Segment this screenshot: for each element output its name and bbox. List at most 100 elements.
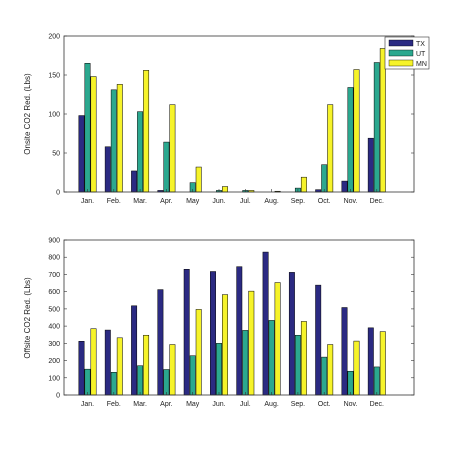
onsite-bar-ut-jan <box>84 63 91 193</box>
legend-label-mn: MN <box>416 61 427 68</box>
offsite-x-tick-label: Jul. <box>240 401 251 408</box>
offsite-x-tick-label: Oct. <box>318 401 331 408</box>
onsite-bar-mn-oct <box>327 104 334 193</box>
onsite-y-tick-label: 50 <box>52 151 60 158</box>
offsite-x-tick-label: Jun. <box>212 401 225 408</box>
offsite-bar-ut-dec <box>373 366 380 396</box>
offsite-x-tick-label: Apr. <box>160 401 173 408</box>
onsite-bar-mn-feb <box>116 84 123 193</box>
offsite-x-tick-label: Feb. <box>107 401 121 408</box>
offsite-bar-ut-mar <box>137 365 144 396</box>
offsite-chart: 0 100 200 300 400 500 600 700 800 900 Jan. Feb. Mar… <box>23 238 415 408</box>
offsite-bar-tx-mar <box>131 305 138 396</box>
onsite-y-tick-label: 100 <box>48 112 60 119</box>
onsite-bar-ut-mar <box>137 111 144 193</box>
offsite-bar-tx-jan <box>78 341 85 396</box>
onsite-bar-mn-may <box>195 166 202 193</box>
legend-swatch-mn <box>388 59 414 67</box>
onsite-y-axis-label: Onsite CO2 Red. (Lbs) <box>23 73 32 155</box>
offsite-x-tick-label: Aug. <box>264 401 278 408</box>
offsite-y-tick-label: 900 <box>48 238 60 245</box>
offsite-bar-tx-apr <box>157 289 164 396</box>
onsite-axes-box <box>63 35 415 193</box>
onsite-y-tick-label: 200 <box>48 34 60 41</box>
offsite-y-tick-label: 0 <box>56 393 60 400</box>
offsite-x-tick-label: May <box>186 401 200 408</box>
offsite-y-tick-label: 800 <box>48 255 60 262</box>
onsite-bar-mn-sep <box>300 176 307 193</box>
offsite-bar-ut-nov <box>347 370 354 396</box>
offsite-y-tick-label: 200 <box>48 358 60 365</box>
onsite-x-tick-label: Oct. <box>318 198 331 205</box>
onsite-x-tick-label: Apr. <box>160 198 173 205</box>
onsite-x-tick-label: Nov. <box>344 198 358 205</box>
legend-label-ut: UT <box>416 51 426 58</box>
onsite-x-tick-label: Sep. <box>291 198 305 205</box>
offsite-bar-mn-jul <box>248 290 255 396</box>
onsite-bar-mn-dec <box>379 48 386 193</box>
onsite-bar-mn-mar <box>143 70 150 193</box>
offsite-bar-mn-sep <box>300 321 307 396</box>
legend-entry-ut: UT <box>388 49 426 58</box>
legend: TX UT MN <box>384 36 430 70</box>
onsite-x-tick-label: Jun. <box>212 198 225 205</box>
offsite-bar-tx-sep <box>288 272 295 396</box>
offsite-bar-ut-jan <box>84 368 91 396</box>
offsite-bar-mn-apr <box>169 344 176 396</box>
offsite-bar-ut-oct <box>321 356 328 396</box>
offsite-x-tick-label: Sep. <box>291 401 305 408</box>
offsite-bar-mn-oct <box>327 344 334 396</box>
offsite-x-tick-label: Nov. <box>344 401 358 408</box>
onsite-bar-tx-mar <box>131 170 138 193</box>
legend-swatch-tx <box>388 39 414 47</box>
legend-label-tx: TX <box>416 41 425 48</box>
offsite-bar-mn-may <box>195 309 202 396</box>
offsite-bar-mn-jun <box>222 294 228 396</box>
offsite-axes-box <box>63 239 415 396</box>
offsite-x-tick-label: Dec. <box>370 401 384 408</box>
onsite-bar-ut-nov <box>347 87 354 193</box>
onsite-bar-mn-jan <box>90 76 97 193</box>
offsite-y-tick-label: 600 <box>48 289 60 296</box>
offsite-bar-ut-jun <box>216 343 222 396</box>
onsite-x-tick-label: May <box>186 198 200 205</box>
onsite-x-tick-label: Jan. <box>81 198 94 205</box>
offsite-bar-mn-aug <box>274 282 281 396</box>
onsite-x-ticks: Jan. Feb. Mar. Apr. May Jun. Jul. Aug. Sep. Oct. N… <box>81 189 384 205</box>
onsite-x-tick-label: Feb. <box>107 198 121 205</box>
offsite-bar-mn-dec <box>379 331 386 396</box>
legend-entry-mn: MN <box>388 59 427 68</box>
offsite-bar-tx-may <box>183 269 190 396</box>
offsite-x-tick-label: Mar. <box>133 401 147 408</box>
offsite-bar-tx-feb <box>104 329 111 396</box>
onsite-bar-ut-apr <box>163 141 170 193</box>
offsite-bar-tx-jul <box>236 266 243 396</box>
offsite-bar-ut-feb <box>110 372 117 396</box>
offsite-bar-ut-may <box>189 355 196 396</box>
offsite-y-tick-label: 100 <box>48 375 60 382</box>
onsite-y-tick-label: 150 <box>48 73 60 80</box>
onsite-bar-ut-oct <box>321 164 328 193</box>
offsite-bar-tx-jun <box>210 271 216 396</box>
onsite-x-tick-label: Aug. <box>264 198 278 205</box>
onsite-y-tick-label: 0 <box>56 190 60 197</box>
onsite-bar-tx-nov <box>341 180 348 193</box>
offsite-y-tick-label: 300 <box>48 341 60 348</box>
offsite-bar-ut-aug <box>268 320 275 396</box>
onsite-x-tick-label: Jul. <box>240 198 251 205</box>
onsite-x-tick-label: Dec. <box>370 198 384 205</box>
legend-swatch-ut <box>388 49 414 57</box>
onsite-bar-mn-jun <box>222 186 228 193</box>
onsite-bar-tx-dec <box>367 137 374 193</box>
offsite-x-tick-label: Jan. <box>81 401 94 408</box>
offsite-bar-ut-sep <box>294 334 301 396</box>
offsite-bar-tx-aug <box>262 251 269 396</box>
offsite-bar-mn-nov <box>353 340 360 396</box>
offsite-bars <box>78 251 386 396</box>
onsite-bar-ut-feb <box>110 89 117 193</box>
onsite-bar-tx-jan <box>78 115 85 193</box>
offsite-bar-ut-jul <box>242 330 249 396</box>
offsite-bar-tx-dec <box>367 327 374 396</box>
offsite-bar-mn-jan <box>90 328 97 396</box>
